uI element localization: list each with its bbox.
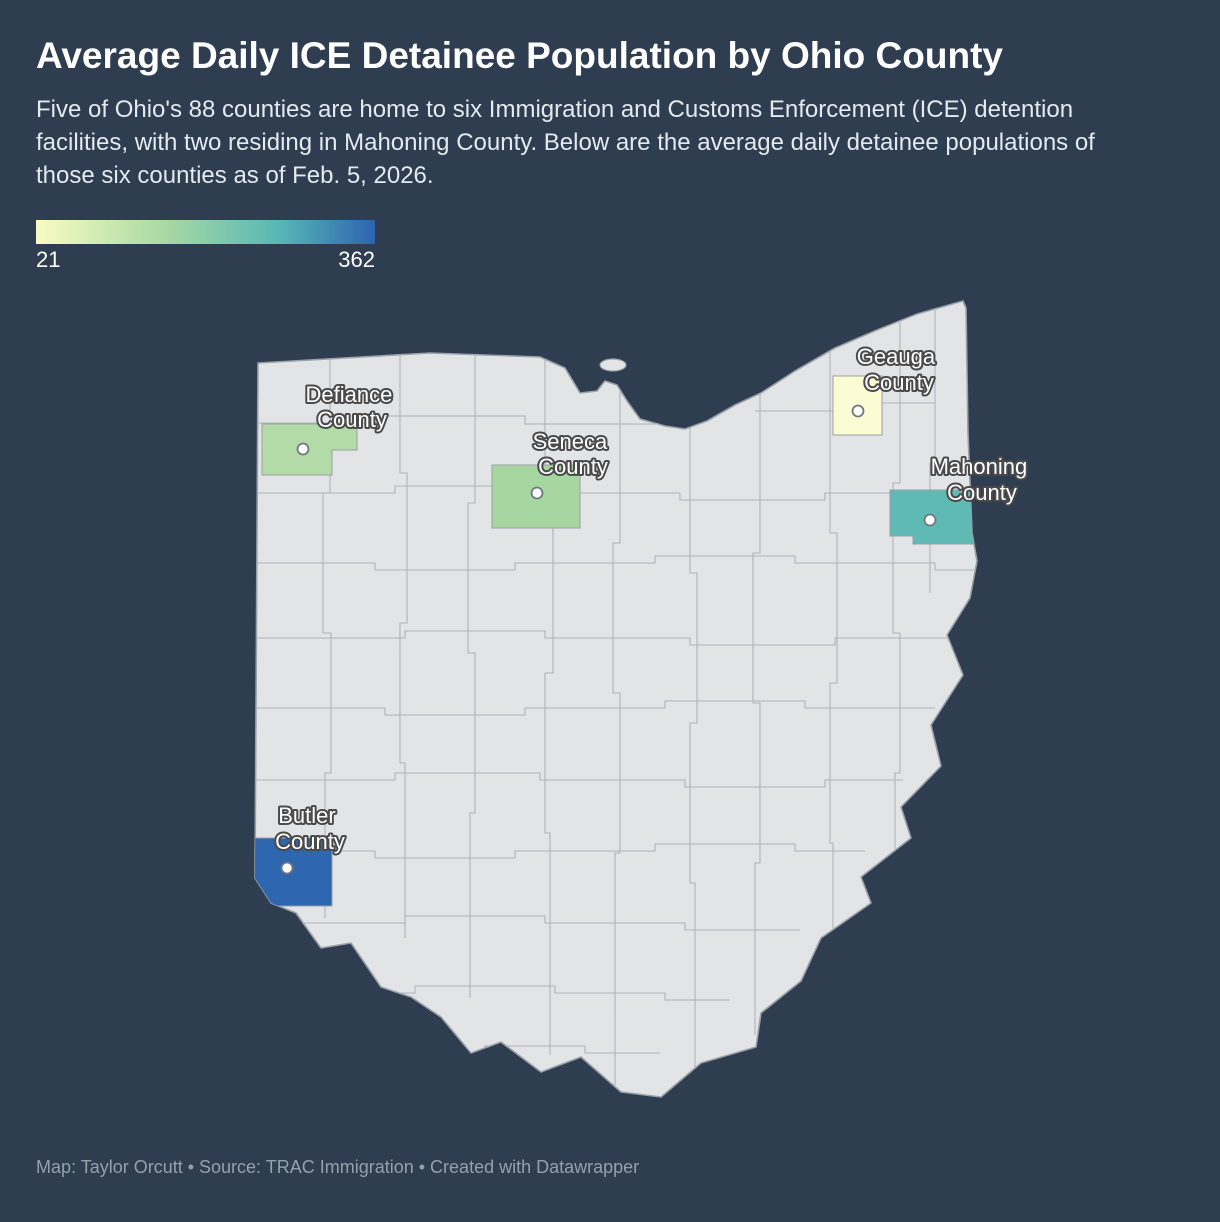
legend-gradient-bar <box>36 220 375 245</box>
county-labels: Defiance County Seneca County Geauga Cou… <box>273 342 1034 856</box>
facility-markers <box>280 404 937 875</box>
facility-marker-dot-seneca <box>530 486 544 500</box>
facility-marker-dot-mahoning <box>923 513 937 527</box>
attribution: Map: Taylor Orcutt • Source: TRAC Immigr… <box>36 1157 640 1178</box>
label-geauga-county: Geauga County <box>857 344 941 395</box>
chart-description: Five of Ohio's 88 counties are home to s… <box>36 95 1095 189</box>
color-legend: 21 362 <box>36 220 375 273</box>
label-butler-county: Butler County <box>275 803 345 854</box>
legend-min-label: 21 <box>36 247 61 273</box>
ohio-county-map-svg: Defiance County Seneca County Geauga Cou… <box>254 300 1034 1098</box>
county-boundary-lines-vertical <box>322 305 936 1089</box>
county-defiance[interactable] <box>261 423 358 476</box>
label-defiance-county: Defiance County <box>306 382 399 432</box>
page-title: Average Daily ICE Detainee Population by… <box>36 35 1003 76</box>
label-seneca-county: Seneca County <box>533 429 614 479</box>
ohio-map: Defiance County Seneca County Geauga Cou… <box>36 293 1184 1125</box>
legend-gradient-rect <box>36 220 375 245</box>
lake-erie-island <box>599 358 627 372</box>
facility-marker-dot-butler <box>280 861 294 875</box>
facility-marker-dot-defiance <box>296 442 310 456</box>
legend-labels: 21 362 <box>36 247 375 273</box>
chart-container: Average Daily ICE Detainee Population by… <box>36 35 1184 1178</box>
facility-marker-dot-geauga <box>851 404 865 418</box>
legend-max-label: 362 <box>338 247 375 273</box>
label-mahoning-county: Mahoning County <box>931 454 1034 505</box>
